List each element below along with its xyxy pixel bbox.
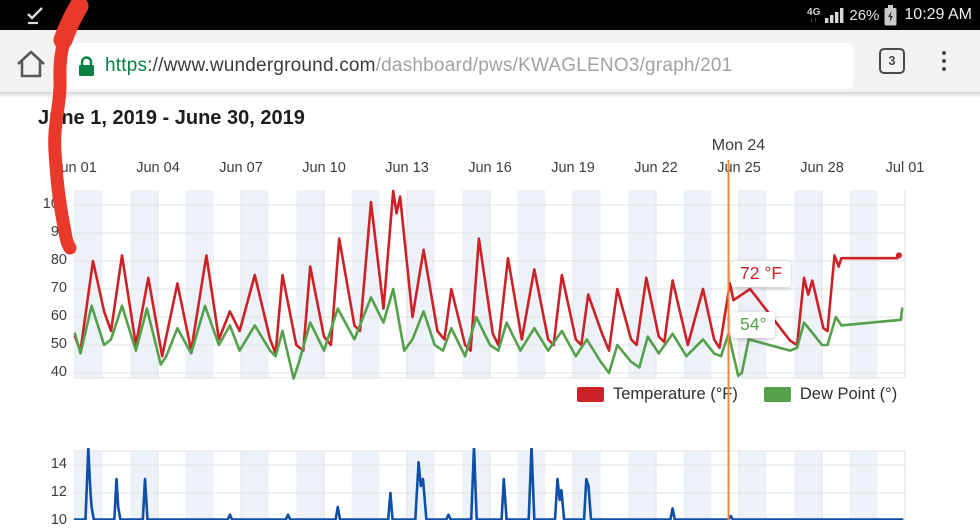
- dew-point-line: [73, 287, 904, 380]
- dew-point-legend-label: Dew Point (°): [799, 385, 898, 403]
- y-tick-label: 40: [50, 364, 67, 380]
- x-tick-label: Jun 13: [385, 160, 429, 176]
- day-band: [130, 451, 159, 520]
- day-band: [628, 451, 657, 520]
- y-tick-label: 70: [50, 280, 67, 296]
- secure-lock-icon: [79, 55, 94, 76]
- day-band: [628, 190, 657, 378]
- x-tick-label: Jun 07: [219, 160, 263, 176]
- day-band: [185, 451, 214, 520]
- browser-menu-button[interactable]: [939, 46, 949, 76]
- y-tick-label: 10: [50, 512, 67, 528]
- day-band: [739, 451, 767, 520]
- day-band: [296, 451, 325, 520]
- day-band: [462, 190, 491, 378]
- day-band: [296, 190, 325, 378]
- day-band: [683, 190, 712, 378]
- x-tick-label: Jun 25: [717, 160, 761, 176]
- battery-percent: 26%: [849, 6, 880, 24]
- address-bar[interactable]: https://www.wunderground.com/dashboard/p…: [62, 43, 853, 89]
- x-tick-label: Jun 01: [53, 160, 97, 176]
- network-type-icon: 4G ↓↑: [807, 6, 821, 24]
- chart-legend: Temperature (°F) Dew Point (°): [577, 385, 897, 404]
- day-band: [75, 451, 103, 520]
- status-bar: 4G ↓↑ 26% 10:29 AM: [0, 0, 980, 30]
- tab-switcher-button[interactable]: 3: [879, 48, 905, 74]
- day-band: [407, 451, 435, 520]
- day-band: [75, 190, 103, 378]
- day-band: [794, 451, 823, 520]
- x-tick-label: Jun 19: [551, 160, 595, 176]
- day-band: [683, 451, 712, 520]
- legend-temperature: Temperature (°F): [577, 385, 738, 404]
- x-tick-label: Jun 10: [302, 160, 346, 176]
- y-tick-label: 50: [50, 336, 67, 352]
- temperature-tooltip: 72 °F: [731, 261, 792, 287]
- day-band: [739, 190, 767, 378]
- day-band: [849, 451, 878, 520]
- crosshair-date-label: Mon 24: [711, 137, 766, 154]
- y-tick-label: 90: [50, 224, 67, 240]
- temperature-line: [73, 189, 901, 358]
- day-band: [351, 190, 380, 378]
- temperature-legend-label: Temperature (°F): [613, 385, 738, 403]
- day-band: [407, 190, 435, 378]
- day-band: [241, 190, 269, 378]
- toolbar-shadow: [0, 92, 980, 98]
- day-band: [130, 190, 159, 378]
- day-band: [517, 190, 546, 378]
- x-tick-label: Jul 01: [885, 160, 925, 176]
- date-range-title: June 1, 2019 - June 30, 2019: [38, 107, 305, 130]
- signal-strength-icon: [825, 7, 844, 23]
- x-tick-label: Jun 16: [468, 160, 512, 176]
- x-tick-label: Jun 22: [634, 160, 678, 176]
- y-tick-label: 60: [50, 308, 67, 324]
- y-tick-label: 100: [42, 196, 67, 212]
- x-tick-label: Jun 28: [800, 160, 844, 176]
- home-button[interactable]: [14, 47, 48, 81]
- url-host: ://www.wunderground.com: [147, 55, 376, 76]
- url-text: https://www.wunderground.com/dashboard/p…: [105, 55, 732, 77]
- tab-count: 3: [888, 54, 896, 68]
- day-band: [517, 451, 546, 520]
- day-band: [573, 190, 601, 378]
- y-tick-label: 14: [50, 456, 67, 472]
- legend-dew-point: Dew Point (°): [763, 385, 898, 404]
- day-band: [241, 451, 269, 520]
- dew-point-swatch: [763, 387, 791, 402]
- url-scheme: https: [105, 55, 148, 76]
- day-band: [849, 190, 878, 378]
- check-underline-notification-icon: [27, 7, 43, 25]
- dew-point-tooltip: 54°: [731, 312, 776, 338]
- y-tick-label: 80: [50, 252, 67, 268]
- day-band: [794, 190, 823, 378]
- day-band: [351, 451, 380, 520]
- battery-charging-icon: [884, 4, 897, 25]
- day-band: [462, 451, 491, 520]
- y-tick-label: 12: [50, 484, 67, 500]
- day-band: [573, 451, 601, 520]
- clock: 10:29 AM: [904, 6, 972, 23]
- x-tick-label: Jun 04: [136, 160, 180, 176]
- browser-toolbar: https://www.wunderground.com/dashboard/p…: [0, 30, 980, 92]
- wind-line: [73, 448, 904, 520]
- day-band: [185, 190, 214, 378]
- temperature-swatch: [577, 387, 604, 402]
- url-path: /dashboard/pws/KWAGLENO3/graph/201: [375, 55, 733, 76]
